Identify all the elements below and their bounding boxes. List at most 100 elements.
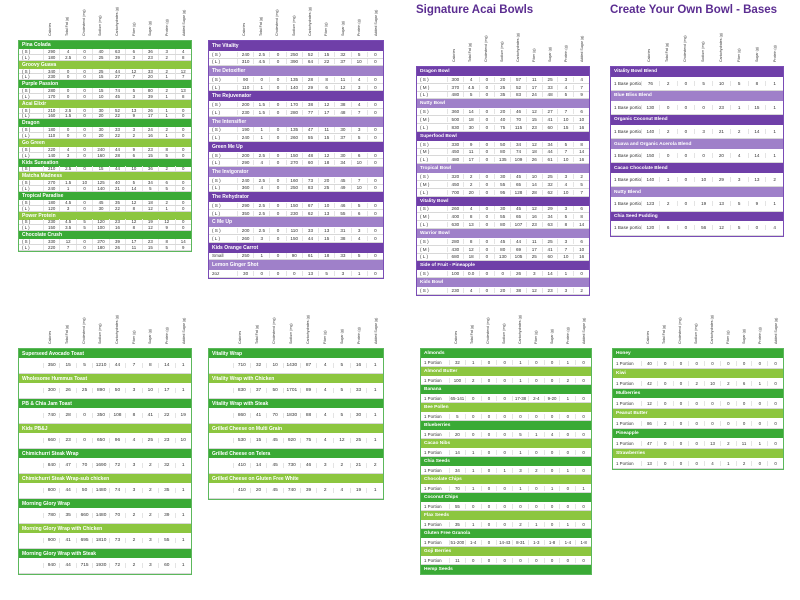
value-cell: 3 <box>253 235 269 241</box>
row-label: 1 Portion <box>424 413 442 419</box>
value-cell: 10 <box>350 185 367 191</box>
value-cell: 3 <box>141 563 158 568</box>
value-cell: 52 <box>510 84 526 90</box>
value-cell: 0 <box>269 235 285 241</box>
value-cell: 0 <box>269 185 285 191</box>
section-header: Vitality Wrap with Chicken <box>209 374 383 383</box>
value-cell: 33 <box>108 127 125 133</box>
value-cell: 740 <box>283 488 300 493</box>
column-header-label: Sodium (mg) <box>500 41 504 62</box>
value-cell: 0 <box>496 359 512 365</box>
column-header: Total Fat (g) <box>59 302 76 348</box>
value-cell: 52 <box>108 107 125 113</box>
value-cell: 34 <box>334 160 350 166</box>
table-row: ( S ) 240 2.5 0 250 52 15 32 5 0 <box>209 51 383 59</box>
value-cell: 46 <box>334 202 350 208</box>
table-row: ( S ) 280 8 0 45 44 11 25 3 6 <box>417 238 589 246</box>
value-cell: 6 <box>125 152 141 158</box>
value-cell: 1 <box>729 104 748 110</box>
section-header: Bee Pollen <box>421 403 591 412</box>
value-cell: 12 <box>333 438 350 443</box>
value-cell: 10 <box>525 174 542 180</box>
value-cell: 2 <box>729 128 748 134</box>
table-row: ( M ) 400 8 0 55 65 16 34 5 8 <box>417 213 589 222</box>
value-cell: 83 <box>301 185 318 191</box>
value-cell: 14 <box>249 463 267 468</box>
value-cell: 34 <box>541 214 558 220</box>
column-header-label: Total Fat (g) <box>665 42 669 62</box>
value-cell: 0 <box>478 109 495 115</box>
table-row: 1 Portion 35 1 0 0 2 1 0 1 0 <box>421 520 591 529</box>
value-cell: 0 <box>269 160 285 166</box>
section-header: The Vitality <box>209 41 383 51</box>
row-label: ( L ) <box>420 157 428 163</box>
column-header: Calories <box>446 18 462 66</box>
section-header: Kids Sunsation <box>19 158 191 167</box>
value-cell: 1 <box>464 485 481 491</box>
column-headers: Calories Total Fat (g) Cholesterol (mg) Sod… <box>18 4 192 40</box>
value-cell: 25 <box>141 438 158 443</box>
value-cell: 410 <box>233 488 250 493</box>
value-cell: 22 <box>158 413 174 418</box>
column-header: Cholesterol (mg) <box>75 302 92 348</box>
section-header: Almonds <box>421 349 591 358</box>
value-cell: 2 <box>125 563 141 568</box>
column-header: Sodium (mg) <box>283 302 300 348</box>
section-header: The Invigorator <box>209 166 383 177</box>
value-cell: 16 <box>525 214 542 220</box>
row-label: 1 Portion <box>616 460 634 466</box>
value-cell: 29 <box>541 206 558 212</box>
value-cell: 15 <box>141 244 158 250</box>
value-cell: 28 <box>525 189 542 195</box>
value-cell: 48 <box>541 92 558 98</box>
value-cell: 4 <box>729 153 748 159</box>
column-header-label: Sugar (g) <box>548 47 552 62</box>
value-cell: 1 <box>512 377 528 383</box>
value-cell: 0 <box>559 431 575 437</box>
value-cell: 80 <box>494 246 510 252</box>
column-header: Fiber (g) <box>316 302 333 348</box>
value-cell: 55 <box>494 181 510 187</box>
value-cell: 30 <box>92 107 108 113</box>
column-header-label: Carbohydrates (g) <box>719 33 723 62</box>
value-cell: 0 <box>480 359 497 365</box>
value-cell: 69 <box>510 246 526 252</box>
section-header: Grilled Cheese on Telera <box>209 449 383 458</box>
value-cell: 16 <box>349 363 367 368</box>
value-cell: 0 <box>559 557 575 563</box>
value-cell: 5 <box>449 413 465 419</box>
value-cell: 0 <box>174 152 191 158</box>
value-cell: 0 <box>478 206 495 212</box>
value-cell: 50 <box>494 141 510 147</box>
value-cell: 22 <box>108 205 125 211</box>
value-cell: 11 <box>318 127 334 133</box>
value-cell: 6 <box>573 238 589 244</box>
value-cell: 56 <box>694 225 712 231</box>
value-cell: 12 <box>462 246 479 252</box>
value-cell: 4 <box>316 413 333 418</box>
section-header: Morning Glory Wrap <box>19 499 191 508</box>
section-header: Dragon <box>19 119 191 128</box>
value-cell: 280 <box>43 88 59 94</box>
value-cell: 0 <box>75 438 92 443</box>
value-cell: 34 <box>141 180 158 186</box>
value-cell: 660 <box>75 513 92 518</box>
table-row: 710 32 10 1430 87 4 5 16 1 <box>209 358 383 374</box>
value-cell: 3 <box>59 152 75 158</box>
table-row: 1 Portion 100 2 0 0 1 0 0 2 0 <box>421 376 591 385</box>
value-cell: 12 <box>141 225 158 231</box>
value-cell: 0 <box>75 127 92 133</box>
value-cell: 39 <box>299 488 317 493</box>
value-cell: 25 <box>541 76 558 82</box>
value-cell: 0 <box>75 48 92 54</box>
table-row: 1 Portion 12 0 0 0 0 0 0 0 0 <box>613 398 783 409</box>
value-cell: 67 <box>301 202 318 208</box>
value-cell: 0 <box>719 420 736 426</box>
column-header: Added Sugar (g) <box>576 302 592 348</box>
column-header-label: Fiber (g) <box>324 22 329 36</box>
column-header: Carbohydrates (g) <box>704 302 720 348</box>
value-cell: 0 <box>75 146 92 152</box>
value-cell: 25 <box>318 185 334 191</box>
value-cell: 17 <box>158 388 174 393</box>
value-cell: 270 <box>43 180 59 186</box>
